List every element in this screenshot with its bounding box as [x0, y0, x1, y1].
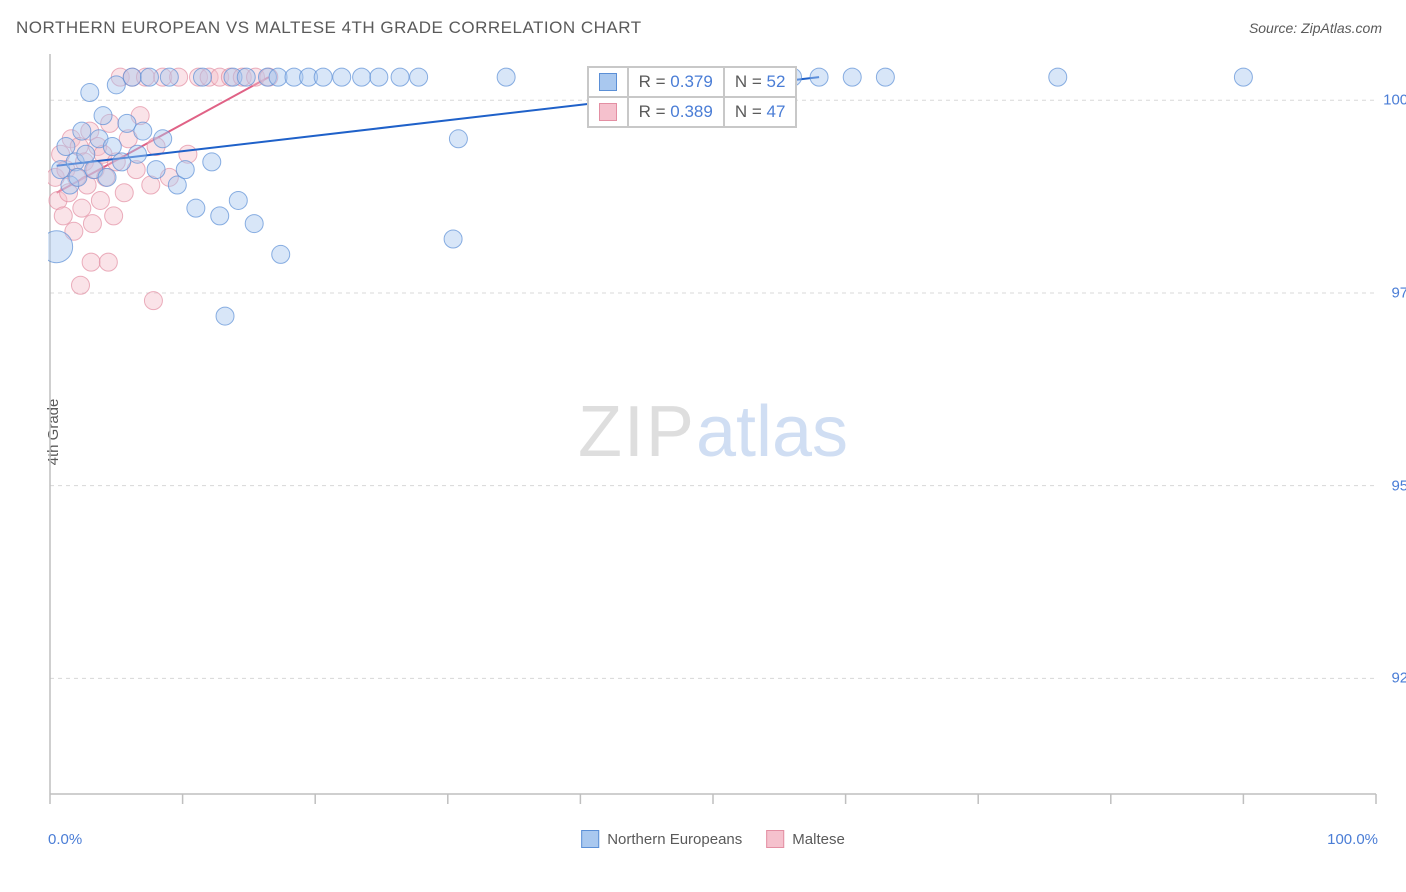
y-tick-label: 92.5% [1391, 670, 1406, 687]
bottom-legend: Northern Europeans Maltese [581, 830, 845, 848]
y-tick-label: 95.0% [1391, 477, 1406, 494]
stats-n-northern: N = 52 [724, 67, 797, 97]
stats-box: R = 0.379 N = 52 R = 0.389 N = 47 [587, 66, 798, 128]
stats-r-maltese: R = 0.389 [628, 97, 724, 127]
chart-header: NORTHERN EUROPEAN VS MALTESE 4TH GRADE C… [0, 0, 1406, 44]
legend-label-maltese: Maltese [792, 831, 845, 848]
stats-row-maltese: R = 0.389 N = 47 [588, 97, 797, 127]
chart-source: Source: ZipAtlas.com [1249, 20, 1382, 36]
legend-swatch-maltese [766, 830, 784, 848]
stats-swatch-northern [599, 73, 617, 91]
stats-row-northern: R = 0.379 N = 52 [588, 67, 797, 97]
stats-n-maltese: N = 47 [724, 97, 797, 127]
chart-title: NORTHERN EUROPEAN VS MALTESE 4TH GRADE C… [16, 18, 642, 38]
y-tick-label: 97.5% [1391, 284, 1406, 301]
scatter-plot [48, 52, 1378, 812]
legend-item-northern: Northern Europeans [581, 830, 742, 848]
x-tick-min: 0.0% [48, 831, 82, 848]
stats-r-northern: R = 0.379 [628, 67, 724, 97]
x-tick-max: 100.0% [1327, 831, 1378, 848]
legend-item-maltese: Maltese [766, 830, 845, 848]
stats-swatch-maltese [599, 103, 617, 121]
chart-area: 4th Grade ZIPatlas 0.0% 100.0% Northern … [48, 52, 1378, 812]
legend-swatch-northern [581, 830, 599, 848]
y-tick-label: 100.0% [1383, 92, 1406, 109]
legend-label-northern: Northern Europeans [607, 831, 742, 848]
